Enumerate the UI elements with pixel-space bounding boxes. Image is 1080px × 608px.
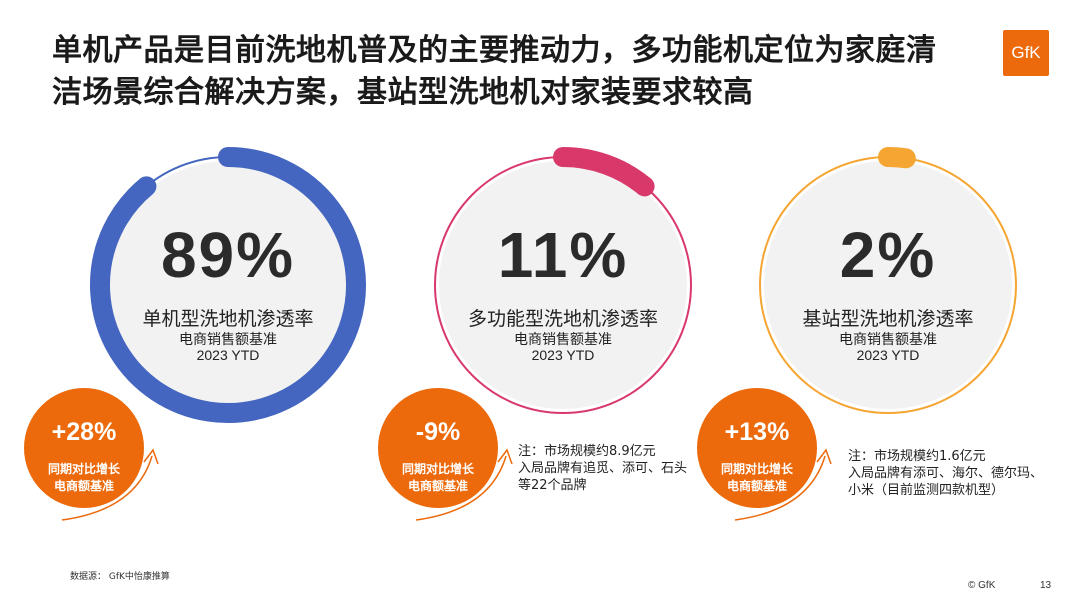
penetration-value-3: 2% [839,219,937,291]
growth-arrowhead-2 [497,448,513,465]
market-note-3: 注：市场规模约1.6亿元 入局品牌有添可、海尔、德尔玛、 小米（目前监测四款机型… [848,449,1044,498]
copyright: © GfK [968,580,996,591]
donut-arc-3 [878,147,916,169]
growth-value-2: -9% [415,418,461,446]
growth-basis-3: 电商额基准 [726,479,787,493]
donut-background-1 [104,161,352,409]
growth-basis-2: 电商额基准 [407,479,468,493]
data-source: 数据源： GfK中怡康推算 [70,572,170,582]
growth-value-1: +28% [51,418,117,446]
penetration-period-1: 2023 YTD [196,347,260,363]
donut-arc-1 [90,147,366,423]
penetration-basis-1: 电商销售额基准 [179,332,277,348]
penetration-label-3: 基站型洗地机渗透率 [802,308,974,330]
growth-label-1: 同期对比增长 [47,462,120,476]
donut-background-2 [439,161,687,409]
penetration-value-2: 11% [497,219,629,291]
penetration-period-2: 2023 YTD [531,347,595,363]
donut-arc-2 [553,147,655,197]
growth-badge-2 [378,388,498,508]
growth-badge-3 [697,388,817,508]
penetration-label-1: 单机型洗地机渗透率 [142,308,314,330]
penetration-period-3: 2023 YTD [856,347,920,363]
penetration-basis-2: 电商销售额基准 [514,332,612,348]
penetration-value-1: 89% [160,219,296,291]
donut-background-3 [764,161,1012,409]
market-note-2: 注：市场规模约8.9亿元 入局品牌有追觅、添可、石头 等22个品牌 [518,444,688,493]
growth-value-3: +13% [724,418,790,446]
growth-basis-1: 电商额基准 [53,479,114,493]
gfk-logo: GfK [1003,30,1049,76]
page-number: 13 [1040,580,1052,591]
growth-arrow-1 [61,455,153,521]
penetration-basis-3: 电商销售额基准 [839,332,937,348]
growth-badge-1 [24,388,144,508]
page-title: 单机产品是目前洗地机普及的主要推动力，多功能机定位为家庭清洁场景综合解决方案，基… [52,33,937,110]
penetration-label-2: 多功能型洗地机渗透率 [467,308,658,330]
growth-label-3: 同期对比增长 [720,462,793,476]
growth-arrow-3 [734,455,826,521]
growth-label-2: 同期对比增长 [401,462,474,476]
growth-arrow-2 [415,455,507,521]
growth-arrowhead-3 [816,448,832,465]
growth-arrowhead-1 [143,448,159,465]
